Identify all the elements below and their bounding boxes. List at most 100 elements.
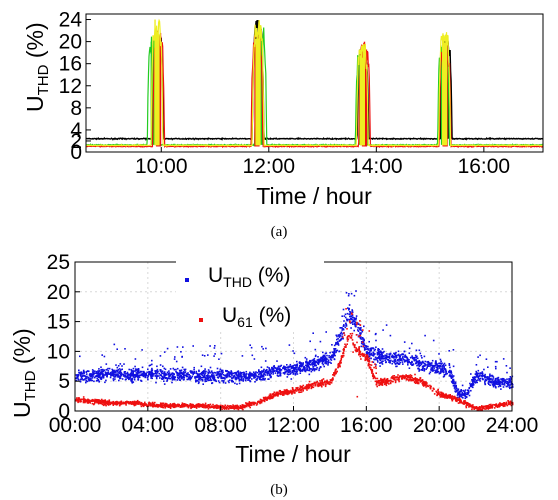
data-point-b-1 (145, 403, 147, 405)
data-point-b-1 (448, 395, 451, 397)
data-point-b-0 (332, 351, 335, 354)
data-point-b-0 (104, 373, 107, 376)
data-point-b-1 (395, 376, 398, 379)
data-point-b-0 (397, 354, 399, 356)
data-point-b-1 (219, 406, 221, 409)
data-point-b-0 (394, 360, 397, 362)
data-point-b-1 (288, 391, 291, 394)
data-point-b-0 (279, 370, 282, 372)
data-point-b-0 (423, 365, 425, 367)
legend-unit-1: (%) (253, 304, 292, 327)
data-point-b-1 (414, 378, 417, 380)
data-point-b-1 (430, 385, 432, 388)
data-point-b-0 (85, 381, 87, 384)
data-point-b-1 (112, 401, 114, 403)
data-point-b-1 (263, 399, 265, 402)
data-point-b-0 (238, 378, 241, 381)
data-point-b-0 (376, 352, 379, 354)
data-point-b-0 (311, 363, 314, 366)
data-point-b-0 (159, 374, 162, 376)
data-point-b-0 (180, 375, 183, 378)
data-point-b-0 (330, 356, 332, 359)
data-point-b-1 (185, 403, 187, 406)
data-point-b-0 (211, 374, 213, 376)
data-point-b-0 (464, 395, 467, 398)
data-point-b-1 (244, 405, 247, 408)
data-point-b-0 (232, 381, 234, 383)
data-point-b-0 (96, 375, 99, 378)
data-point-b-1 (178, 404, 181, 407)
data-point-b-1 (161, 405, 163, 408)
data-point-b-0 (115, 369, 117, 372)
data-point-b-1 (122, 401, 124, 404)
data-point-b-0 (314, 363, 316, 366)
data-point-b-0 (409, 356, 412, 359)
data-point-b-0 (197, 375, 199, 377)
data-point-b-1 (183, 405, 185, 408)
data-point-b-1 (339, 362, 341, 364)
data-point-b-1 (466, 402, 469, 404)
data-point-b-1 (370, 368, 372, 371)
data-point-b-0 (292, 367, 294, 369)
data-point-b-0 (301, 368, 304, 371)
data-point-b-0 (474, 381, 477, 384)
data-point-b-0 (211, 372, 214, 374)
data-point-b-0 (105, 373, 107, 375)
data-point-b-0 (511, 383, 513, 385)
data-point-b-1 (473, 406, 475, 409)
data-point-b-1 (231, 407, 233, 409)
data-point-b-0 (306, 362, 309, 364)
data-point-b-0 (503, 384, 506, 386)
data-point-b-0 (174, 376, 176, 379)
data-point-b-0 (381, 355, 383, 358)
data-point-b-0 (253, 358, 256, 360)
data-point-b-1 (386, 381, 388, 383)
data-point-b-1 (231, 406, 233, 409)
data-point-b-0 (260, 374, 263, 376)
data-point-b-0 (197, 374, 199, 377)
data-point-b-1 (398, 376, 401, 378)
data-point-b-0 (205, 375, 208, 377)
data-point-b-1 (299, 386, 302, 389)
data-point-b-0 (202, 383, 204, 385)
data-point-b-1 (273, 391, 276, 394)
data-point-b-1 (196, 405, 198, 408)
data-point-b-1 (236, 404, 238, 407)
data-point-b-1 (368, 362, 370, 365)
data-point-b-1 (459, 398, 462, 401)
data-point-b-0 (362, 343, 365, 346)
data-point-b-1 (258, 401, 260, 403)
data-point-b-0 (156, 370, 158, 372)
data-point-b-1 (108, 399, 111, 401)
data-point-b-1 (152, 402, 154, 404)
data-point-b-1 (284, 393, 287, 395)
data-point-b-0 (180, 372, 182, 374)
data-point-b-1 (368, 361, 371, 363)
data-point-b-1 (414, 381, 416, 384)
data-point-b-1 (332, 374, 334, 376)
data-point-b-0 (349, 322, 352, 324)
data-point-b-0 (343, 324, 345, 327)
data-point-b-1 (97, 401, 99, 404)
data-point-b-1 (385, 382, 388, 384)
data-point-b-0 (295, 365, 297, 367)
data-point-b-1 (416, 381, 418, 383)
data-point-b-0 (352, 320, 354, 322)
data-point-b-0 (182, 379, 185, 381)
data-point-b-1 (175, 405, 177, 407)
data-point-b-1 (454, 397, 456, 399)
data-point-b-0 (295, 364, 297, 366)
data-point-b-1 (286, 390, 288, 393)
data-point-b-0 (476, 373, 479, 376)
data-point-b-1 (421, 383, 424, 385)
data-point-b-0 (232, 375, 235, 378)
data-point-b-0 (124, 374, 127, 377)
data-point-b-1 (506, 404, 509, 407)
data-point-b-1 (94, 402, 96, 404)
data-point-b-1 (230, 406, 233, 408)
data-point-b-0 (365, 348, 368, 350)
data-point-b-0 (399, 358, 402, 361)
data-point-b-0 (320, 356, 322, 359)
y-tick-label-b: 25 (47, 251, 70, 274)
data-point-b-0 (255, 378, 257, 381)
